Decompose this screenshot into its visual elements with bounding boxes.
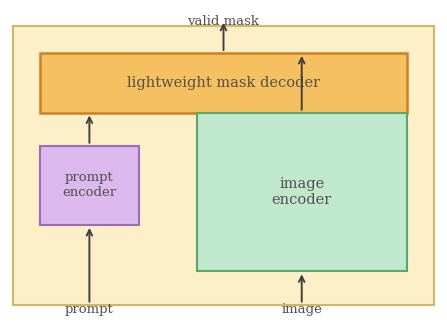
Text: prompt
encoder: prompt encoder [62,171,117,199]
Text: lightweight mask decoder: lightweight mask decoder [127,76,320,90]
Text: image
encoder: image encoder [272,177,332,207]
Text: prompt: prompt [65,303,114,316]
FancyBboxPatch shape [40,53,407,113]
Text: image: image [281,303,322,316]
FancyBboxPatch shape [197,113,407,271]
FancyBboxPatch shape [13,26,434,305]
FancyBboxPatch shape [40,146,139,225]
Text: valid mask: valid mask [187,15,260,28]
